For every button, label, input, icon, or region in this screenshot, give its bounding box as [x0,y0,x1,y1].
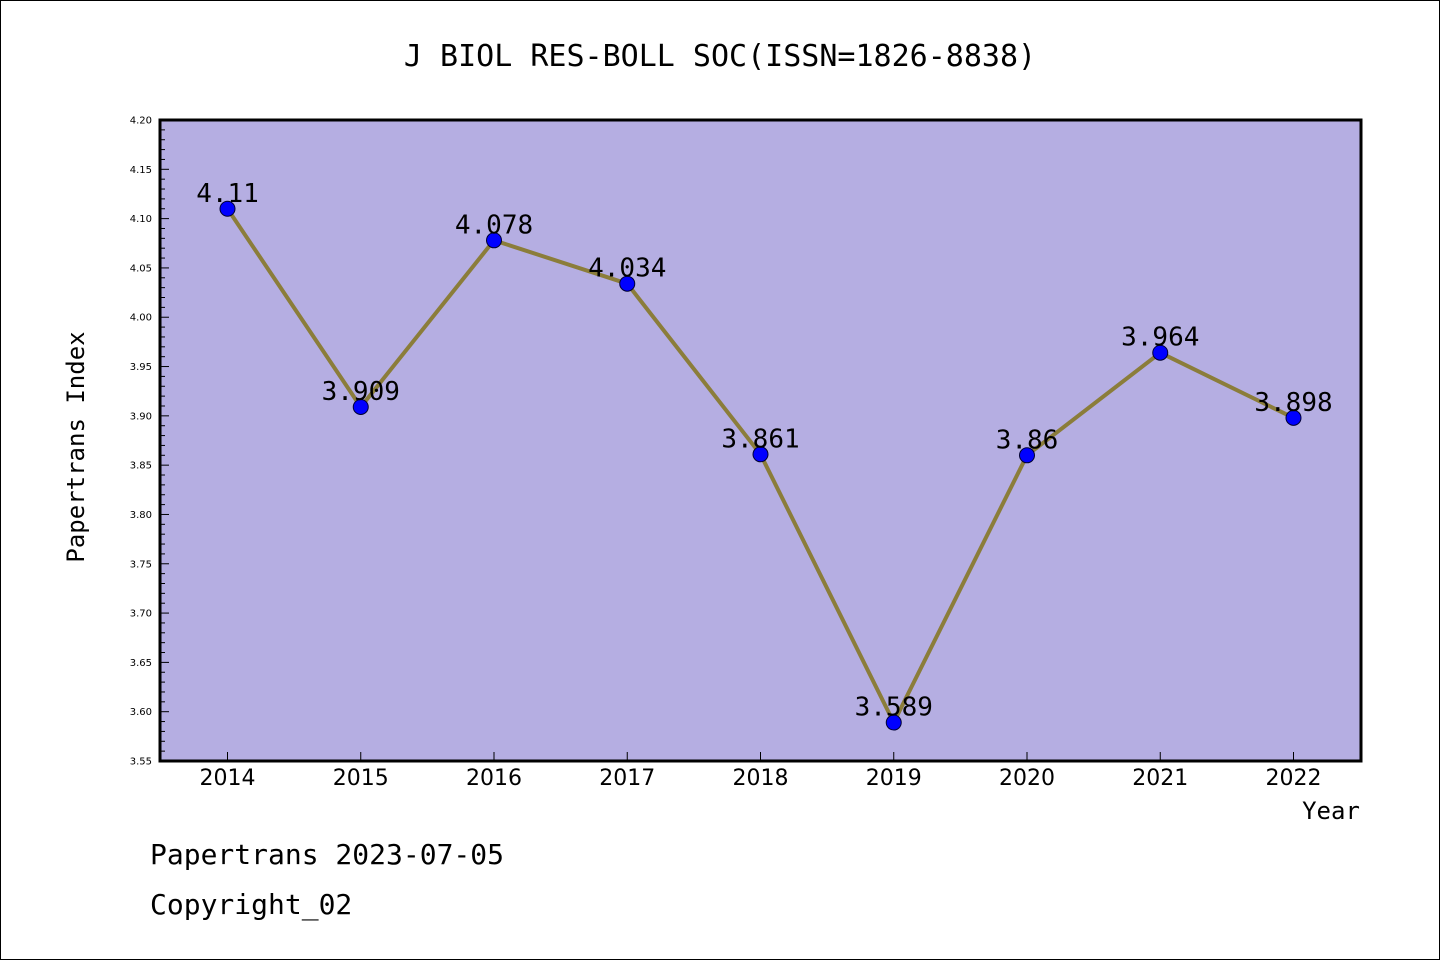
y-tick-label: 4.20 [130,116,152,127]
chart-title: J BIOL RES-BOLL SOC(ISSN=1826-8838) [404,39,1036,74]
footer-copyright: Copyright_02 [150,888,352,922]
y-tick-label: 3.95 [130,362,152,373]
x-tick-label: 2016 [466,766,522,791]
data-point-marker [1019,447,1035,464]
y-axis-label: Papertrans Index [62,331,90,562]
y-tick-label: 4.05 [130,263,152,274]
x-tick-label: 2017 [599,766,655,791]
data-labels-group: 4.11 3.909 4.078 4.034 3.861 3.589 3.86 3.964 3.… [196,179,1332,723]
footer-date: Papertrans 2023-07-05 [150,838,504,871]
data-label: 4.034 [588,254,666,284]
x-axis-label: Year [1302,797,1360,825]
x-axis: 2014 2015 2016 2017 2018 2019 2020 2021 2022 [200,752,1322,791]
y-tick-label: 3.70 [130,609,152,620]
x-tick-label: 2021 [1132,766,1188,791]
data-label: 3.964 [1121,323,1199,353]
x-tick-label: 2015 [333,766,389,791]
data-point-marker [752,446,769,463]
plot-area [158,118,1363,763]
y-tick-label: 3.75 [130,559,152,570]
data-label: 4.078 [455,210,533,240]
data-point-marker [352,398,369,415]
y-axis: 3.55 3.60 3.65 3.70 3.75 3.80 3.85 3.90 3.95 4.00… [130,116,169,768]
data-point-marker [1285,409,1302,426]
data-point-marker [885,714,902,731]
data-point-marker [1152,344,1169,361]
data-point-marker [486,232,502,249]
y-tick-label: 3.60 [130,707,152,718]
x-tick-label: 2020 [999,766,1055,791]
y-tick-label: 3.85 [130,461,152,472]
y-tick-label: 4.15 [130,165,152,176]
y-tick-label: 3.65 [130,658,152,669]
y-tick-label: 3.80 [130,510,152,521]
data-point-marker [619,275,636,292]
x-tick-label: 2019 [866,766,922,791]
x-tick-label: 2022 [1266,766,1322,791]
data-label: 3.898 [1254,388,1332,418]
data-point-marker [219,200,236,217]
y-tick-label: 4.10 [130,214,152,225]
x-tick-label: 2014 [200,766,256,791]
markers-group [219,200,1302,731]
data-label: 3.589 [855,693,933,723]
data-label: 4.11 [196,179,259,209]
y-tick-label: 3.90 [130,411,152,422]
data-label: 3.861 [721,424,799,454]
y-tick-label: 3.55 [130,757,152,768]
data-label: 3.86 [996,425,1059,455]
x-tick-label: 2018 [733,766,789,791]
y-tick-label: 4.00 [130,313,152,324]
data-label: 3.909 [322,377,400,407]
